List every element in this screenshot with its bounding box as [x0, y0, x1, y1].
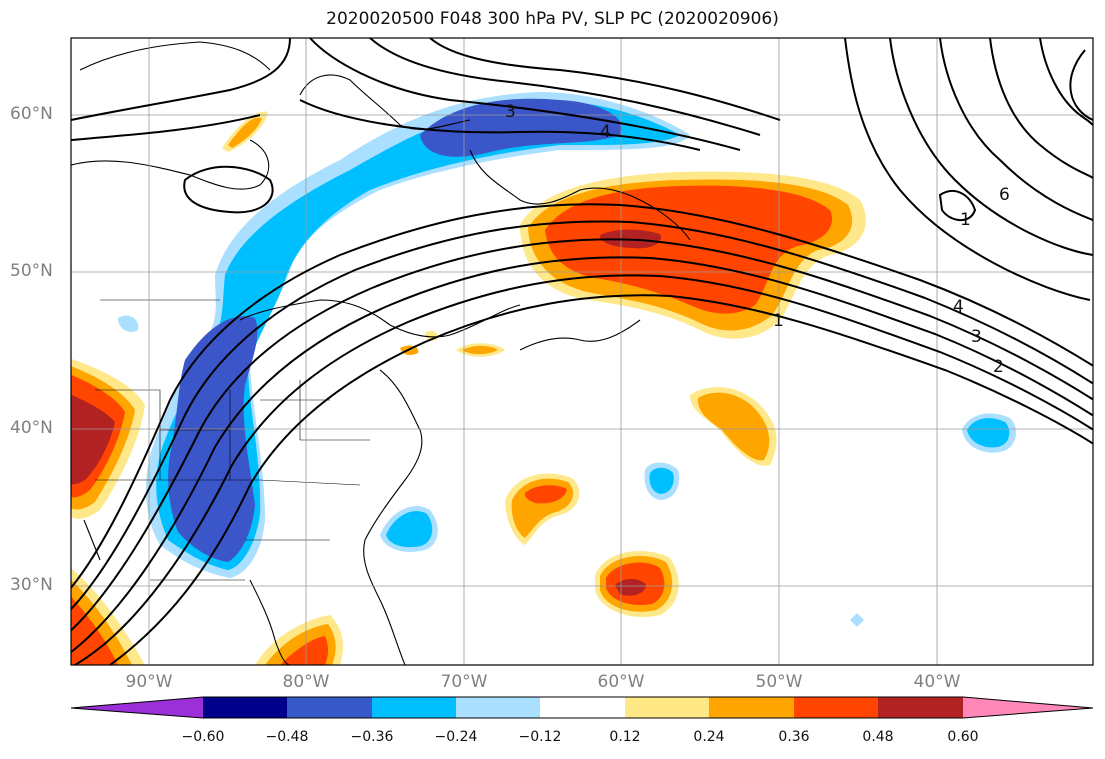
pv-isolated-anomalies — [118, 111, 1017, 627]
lon-label: 80°W — [282, 672, 330, 692]
map-title: 2020020500 F048 300 hPa PV, SLP PC (2020… — [326, 9, 779, 29]
colorbar-segment — [963, 697, 1093, 718]
contour-labels: 3 4 1 4 3 2 6 1 — [505, 102, 1010, 377]
colorbar — [70, 696, 1094, 719]
pv-negative-anomaly-trough — [145, 92, 690, 578]
colorbar-outline — [70, 696, 1094, 719]
colorbar-tick-label: −0.12 — [518, 729, 562, 745]
colorbar-segment — [794, 697, 878, 718]
colorbar-segment — [287, 697, 372, 718]
colorbar-segment — [456, 697, 540, 718]
lon-label: 40°W — [913, 672, 961, 692]
contour-label: 1 — [773, 311, 784, 331]
colorbar-tick-label: −0.24 — [434, 729, 478, 745]
lat-label: 60°N — [10, 104, 53, 124]
lat-label: 40°N — [10, 418, 53, 438]
contour-label: 4 — [953, 297, 964, 317]
contour-label: 4 — [600, 122, 611, 142]
contour-label: 3 — [971, 327, 982, 347]
lon-label: 70°W — [440, 672, 488, 692]
colorbar-tick-label: 0.24 — [693, 729, 725, 745]
lon-label: 60°W — [597, 672, 645, 692]
colorbar-tick-label: −0.36 — [350, 729, 394, 745]
lon-label: 50°W — [755, 672, 803, 692]
lat-label: 50°N — [10, 261, 53, 281]
colorbar-tick-label: 0.60 — [947, 729, 979, 745]
lat-label: 30°N — [10, 575, 53, 595]
colorbar-tick-label: 0.12 — [609, 729, 641, 745]
colorbar-segment — [709, 697, 794, 718]
coastlines — [71, 41, 691, 665]
contour-label: 3 — [505, 102, 516, 122]
pv-western-ridge — [71, 358, 343, 665]
state-borders — [95, 299, 370, 581]
contour-label: 6 — [999, 185, 1010, 205]
colorbar-tick-label: −0.48 — [265, 729, 309, 745]
contour-label: 2 — [993, 357, 1004, 377]
colorbar-segment — [372, 697, 456, 718]
colorbar-tick-label: −0.60 — [181, 729, 225, 745]
colorbar-segment — [540, 697, 625, 718]
colorbar-segment — [71, 697, 203, 718]
lon-label: 90°W — [125, 672, 173, 692]
colorbar-segment — [203, 697, 287, 718]
colorbar-tick-label: 0.36 — [778, 729, 810, 745]
contour-label: 1 — [960, 210, 971, 230]
colorbar-segment — [625, 697, 709, 718]
colorbar-tick-label: 0.48 — [862, 729, 894, 745]
map-frame — [70, 37, 1094, 666]
colorbar-segment — [878, 697, 963, 718]
slp-contours — [71, 38, 1093, 665]
